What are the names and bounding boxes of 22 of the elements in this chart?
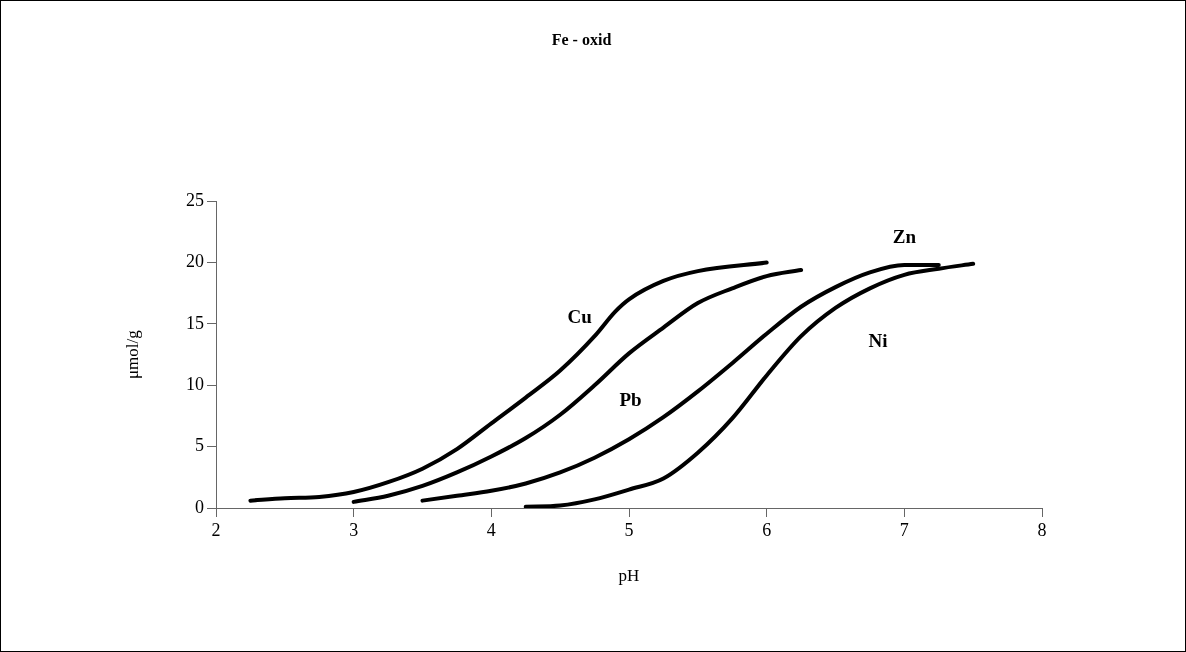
x-tick-label: 8	[1037, 519, 1047, 540]
y-tick-label: 20	[186, 251, 204, 272]
line-series	[248, 260, 769, 503]
y-tick-label: 15	[186, 312, 204, 333]
y-tick-label: 0	[195, 496, 204, 517]
series-label: Pb	[619, 389, 642, 411]
y-tick-label: 5	[195, 435, 204, 456]
chart-title: Fe - oxid	[551, 30, 612, 48]
series-label: Cu	[567, 306, 593, 328]
x-tick-label: 2	[211, 519, 221, 540]
series-label: Ni	[868, 330, 888, 352]
x-tick-label: 7	[899, 519, 909, 540]
x-tick-label: 3	[349, 519, 359, 540]
x-axis-title: pH	[618, 566, 640, 586]
x-tick-label: 6	[762, 519, 772, 540]
x-tick-label: 4	[486, 519, 496, 540]
y-axis-title: μmol/g	[122, 329, 142, 379]
line-series	[351, 267, 804, 504]
y-tick-label: 10	[186, 374, 204, 395]
x-tick-label: 5	[624, 519, 634, 540]
y-tick-label: 25	[186, 189, 204, 210]
series-label: Zn	[892, 225, 917, 247]
